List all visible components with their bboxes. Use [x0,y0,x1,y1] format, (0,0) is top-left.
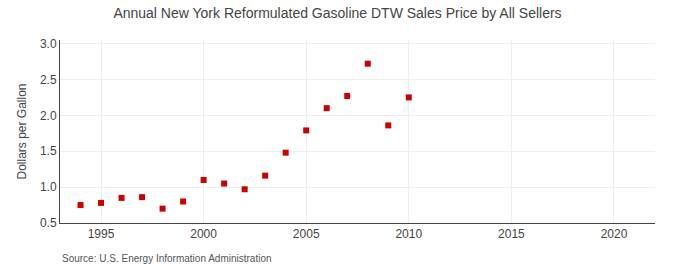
svg-text:Source: U.S. Energy Informatio: Source: U.S. Energy Information Administ… [62,253,272,264]
svg-text:2005: 2005 [293,227,320,241]
svg-text:2010: 2010 [395,227,422,241]
svg-text:Annual New York Reformulated G: Annual New York Reformulated Gasoline DT… [113,5,561,21]
svg-text:0.5: 0.5 [40,216,57,230]
svg-text:2000: 2000 [190,227,217,241]
svg-text:2.0: 2.0 [40,109,57,123]
svg-text:2.5: 2.5 [40,73,57,87]
svg-text:1.0: 1.0 [40,180,57,194]
svg-text:1995: 1995 [88,227,115,241]
svg-text:2020: 2020 [601,227,628,241]
svg-text:2015: 2015 [498,227,525,241]
svg-text:3.0: 3.0 [40,37,57,51]
svg-text:1.5: 1.5 [40,144,57,158]
svg-text:Dollars per Gallon: Dollars per Gallon [15,83,29,179]
